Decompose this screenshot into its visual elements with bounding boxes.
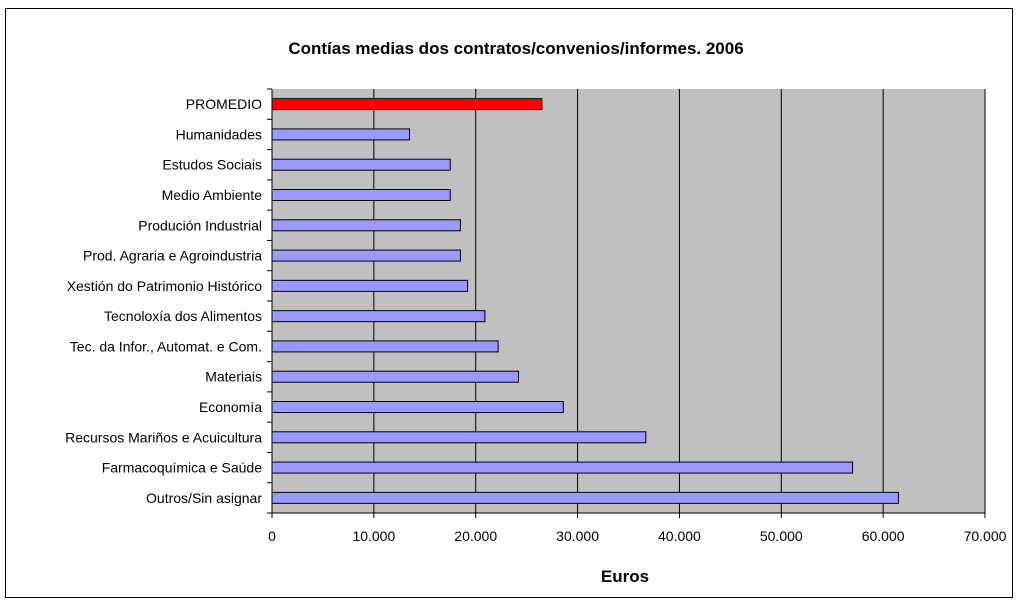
x-tick-label: 30.000 bbox=[556, 528, 599, 544]
category-label: Farmacoquímica e Saúde bbox=[102, 460, 263, 476]
bar bbox=[271, 158, 451, 171]
bar bbox=[271, 340, 499, 353]
bar bbox=[271, 370, 519, 383]
x-tick-label: 0 bbox=[268, 528, 276, 544]
bar bbox=[271, 431, 647, 444]
x-tick-label: 40.000 bbox=[658, 528, 701, 544]
category-label: Economía bbox=[199, 399, 262, 415]
category-label: Outros/Sin asignar bbox=[146, 490, 262, 506]
bar bbox=[271, 219, 461, 232]
category-label: Estudos Sociais bbox=[162, 157, 262, 173]
bar-chart: Contías medias dos contratos/convenios/i… bbox=[65, 39, 1007, 586]
tick-labels: 0 10.000 20.000 30.000 40.000 50.000 60.000 70.… bbox=[268, 528, 1007, 544]
category-labels: PROMEDIO Humanidades Estudos Sociais Medio … bbox=[65, 96, 262, 506]
bar bbox=[271, 128, 411, 141]
x-tick-label: 70.000 bbox=[964, 528, 1007, 544]
axes bbox=[267, 88, 986, 518]
category-label: Materiais bbox=[205, 369, 262, 385]
bar bbox=[271, 249, 461, 262]
x-tick-label: 10.000 bbox=[352, 528, 395, 544]
bar bbox=[271, 279, 469, 292]
category-label: Prod. Agraria e Agroindustria bbox=[83, 248, 262, 264]
category-label: Produción Industrial bbox=[138, 217, 262, 233]
chart-title: Contías medias dos contratos/convenios/i… bbox=[288, 39, 743, 58]
x-axis-label: Euros bbox=[601, 567, 649, 586]
x-tick-label: 50.000 bbox=[760, 528, 803, 544]
bar bbox=[271, 189, 451, 201]
gridlines bbox=[373, 89, 986, 513]
category-label: Tecnoloxía dos Alimentos bbox=[104, 308, 262, 324]
category-label: PROMEDIO bbox=[186, 96, 262, 112]
bar bbox=[271, 98, 543, 111]
chart-frame: Contías medias dos contratos/convenios/i… bbox=[5, 8, 1013, 598]
bar bbox=[271, 310, 486, 323]
category-label: Humanidades bbox=[176, 126, 262, 142]
category-label: Tec. da Infor., Automat. e Com. bbox=[70, 338, 262, 354]
category-label: Medio Ambiente bbox=[162, 187, 263, 203]
plot-area bbox=[272, 89, 985, 513]
category-label: Xestión do Patrimonio Histórico bbox=[67, 278, 263, 294]
x-tick-label: 20.000 bbox=[454, 528, 497, 544]
category-label: Recursos Mariños e Acuicultura bbox=[65, 429, 262, 445]
bar bbox=[271, 491, 899, 504]
x-tick-label: 60.000 bbox=[862, 528, 905, 544]
bar bbox=[271, 461, 854, 474]
bar bbox=[271, 401, 564, 413]
